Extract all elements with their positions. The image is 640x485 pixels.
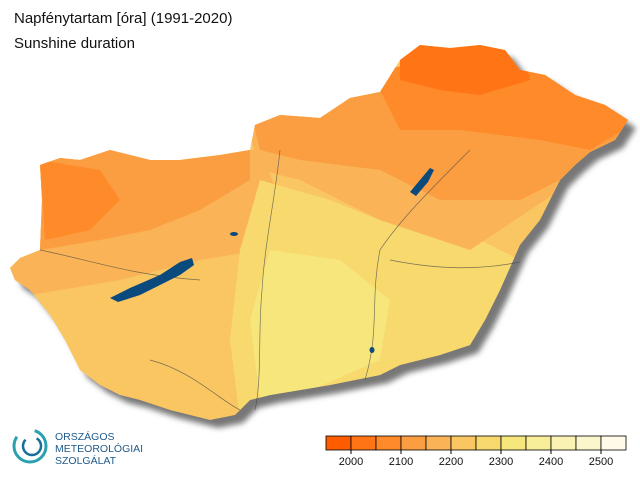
logo-line: SZOLGÁLAT — [55, 454, 117, 467]
legend-swatch — [600, 435, 627, 451]
legend-swatch — [425, 435, 452, 451]
legend-tick-label: 2000 — [339, 456, 363, 468]
legend-swatch — [375, 435, 402, 451]
lake-tisza — [410, 168, 434, 196]
legend-swatch — [325, 435, 352, 451]
map-subtitle: Sunshine duration — [14, 35, 135, 52]
lake-balaton — [110, 258, 194, 302]
legend: 2000 2100 2200 2300 2400 2500 — [325, 435, 627, 468]
legend-swatch — [475, 435, 502, 451]
logo: ORSZÁGOS METEOROLÓGIAI SZOLGÁLAT — [12, 428, 143, 467]
lake-small — [369, 347, 375, 353]
legend-tick-label: 2500 — [589, 456, 613, 468]
legend-swatch — [500, 435, 527, 451]
legend-tick-label: 2300 — [489, 456, 513, 468]
lake-velence — [230, 232, 238, 236]
legend-tick-label: 2200 — [439, 456, 463, 468]
rivers — [39, 149, 521, 411]
map-title: Napfénytartam [óra] (1991-2020) — [14, 10, 232, 27]
legend-swatch — [550, 435, 577, 451]
logo-icon — [12, 428, 48, 464]
legend-swatch — [525, 435, 552, 451]
legend-swatch — [350, 435, 377, 451]
legend-swatch — [450, 435, 477, 451]
legend-swatch — [400, 435, 427, 451]
legend-swatch — [575, 435, 602, 451]
legend-tick-label: 2400 — [539, 456, 563, 468]
logo-line: ORSZÁGOS — [55, 430, 115, 443]
logo-icon-inner — [21, 435, 43, 457]
logo-line: METEOROLÓGIAI — [55, 442, 143, 455]
legend-tick-label: 2100 — [389, 456, 413, 468]
